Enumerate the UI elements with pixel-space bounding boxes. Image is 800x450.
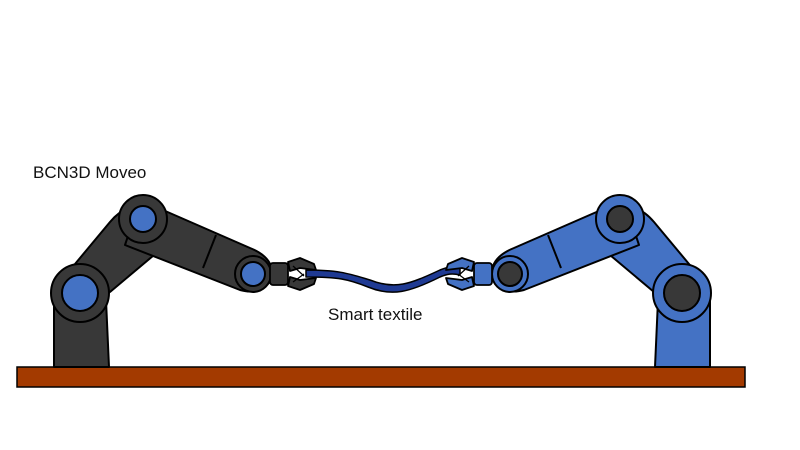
left-robot-wrist-joint: [240, 261, 266, 287]
table-surface: [16, 366, 746, 388]
left-robot-shoulder-joint: [61, 274, 99, 312]
right-robot-elbow-joint: [606, 205, 634, 233]
right-robot-shoulder-joint: [663, 274, 701, 312]
left-robot-forearm-seam: [202, 234, 217, 269]
smart-textile-label: Smart textile: [328, 305, 422, 324]
robot-name-label: BCN3D Moveo: [33, 163, 146, 182]
left-robot-arm: [50, 194, 317, 368]
right-robot-gripper: [445, 257, 493, 291]
smart-textile-strip: [305, 265, 461, 293]
right-robot-arm: [445, 194, 712, 368]
right-robot-forearm-seam: [547, 234, 562, 269]
right-robot-wrist-joint: [497, 261, 523, 287]
left-robot-elbow-joint: [129, 205, 157, 233]
